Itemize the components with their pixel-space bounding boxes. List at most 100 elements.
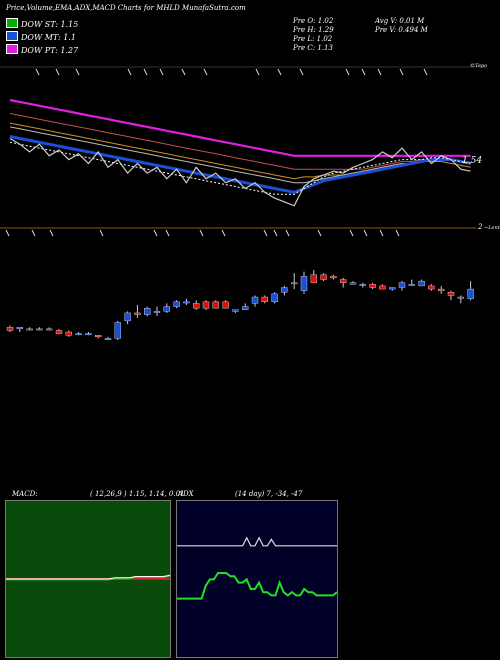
candle-body — [104, 338, 112, 340]
candle-body — [349, 282, 357, 285]
candle-body — [251, 296, 259, 304]
candle-body — [359, 284, 366, 286]
adx-plot — [177, 536, 337, 600]
candle-body — [6, 327, 14, 331]
candle-body — [75, 333, 82, 336]
ema-line-1 — [9, 113, 471, 170]
candle-body — [232, 309, 239, 312]
adx-line — [177, 536, 337, 547]
tick-mark — [399, 68, 404, 76]
tick-mark — [285, 229, 290, 237]
legend-dow-mt: DOW MT: 1.1 — [6, 31, 76, 42]
candle-body — [291, 282, 298, 285]
candle-body — [36, 328, 43, 331]
chart-title: Price,Volume,EMA,ADX,MACD Charts for MHL… — [6, 4, 246, 12]
candle-body — [85, 333, 92, 336]
candle-body — [447, 292, 455, 296]
tick-mark — [35, 68, 40, 76]
ema-line-6 — [9, 137, 471, 207]
candle-body — [408, 284, 415, 286]
candle-body — [163, 306, 171, 312]
ema-line-3 — [9, 126, 471, 184]
macd-plot — [6, 574, 170, 581]
ema-line-0 — [9, 98, 471, 157]
tick-mark — [153, 229, 158, 237]
macd-panel — [5, 500, 171, 658]
tick-marks-mid — [5, 229, 400, 237]
adx-panel — [176, 500, 338, 658]
tick-mark — [299, 68, 304, 76]
candle-body — [330, 276, 337, 279]
volume-candles — [6, 270, 474, 340]
tick-mark — [49, 229, 54, 237]
candle-body — [281, 287, 288, 293]
tick-mark — [423, 68, 428, 76]
info-high: Pre H: 1.29 — [293, 26, 334, 34]
info-avg-volume: Avg V: 0.01 M — [375, 17, 425, 25]
candle-body — [379, 285, 386, 290]
tick-mark — [395, 229, 400, 237]
legend-dow-st: DOW ST: 1.15 — [6, 18, 79, 29]
legend-swatch-pt — [6, 44, 18, 54]
lower-tag: ~Lenta — [484, 225, 500, 231]
info-pre-volume: Pre V: 0.494 M — [375, 26, 428, 34]
candle-body — [418, 280, 425, 287]
tick-mark — [199, 229, 204, 237]
tick-mark — [181, 68, 186, 76]
candle-body — [310, 274, 317, 283]
macd-signal-line — [6, 576, 170, 581]
candle-body — [183, 301, 190, 304]
candle-body — [202, 301, 210, 309]
candle-body — [222, 301, 229, 309]
ema-lines — [9, 98, 471, 207]
macd-label: MACD: — [12, 490, 38, 498]
tick-mark — [5, 229, 10, 237]
candle-body — [369, 284, 376, 288]
candle-body — [438, 288, 445, 291]
tick-mark — [345, 68, 350, 76]
adx-label: ADX — [178, 490, 194, 498]
candle-body — [428, 285, 435, 290]
info-open: Pre O: 1.02 — [293, 17, 334, 25]
tick-mark — [55, 68, 60, 76]
candle-body — [153, 311, 161, 313]
candle-body — [340, 279, 347, 283]
tick-mark — [165, 229, 170, 237]
candle-body — [143, 307, 151, 315]
candle-body — [457, 296, 464, 299]
candle-body — [65, 331, 73, 336]
candle-body — [320, 274, 327, 280]
tick-mark — [377, 68, 382, 76]
volume-tag: 2 — [478, 223, 483, 231]
legend-dow-pt: DOW PT: 1.27 — [6, 44, 79, 55]
legend-label-st: DOW ST: 1.15 — [21, 20, 79, 29]
tick-marks-top — [35, 68, 428, 76]
candle-body — [467, 288, 474, 299]
info-close: Pre C: 1.13 — [293, 44, 333, 52]
price-chart — [0, 66, 486, 340]
legend-swatch-mt — [6, 31, 18, 41]
candle-body — [173, 301, 180, 307]
tick-mark — [31, 229, 36, 237]
legend-label-pt: DOW PT: 1.27 — [21, 46, 79, 55]
candle-body — [134, 312, 141, 315]
tick-mark — [273, 229, 278, 237]
tick-mark — [317, 229, 322, 237]
tick-mark — [75, 68, 80, 76]
tick-mark — [255, 68, 260, 76]
candle-body — [94, 335, 102, 338]
tick-mark — [203, 68, 208, 76]
candle-body — [46, 328, 53, 331]
top-tag: ©Tepo — [470, 63, 488, 69]
tick-mark — [379, 229, 384, 237]
tick-mark — [221, 229, 226, 237]
candle-body — [300, 276, 308, 291]
adx-params: (14 day) 7, -34, -47 — [235, 490, 303, 498]
candle-body — [398, 282, 406, 288]
legend-label-mt: DOW MT: 1.1 — [21, 33, 76, 42]
candle-body — [261, 296, 268, 303]
candle-body — [55, 330, 63, 334]
candle-body — [212, 301, 220, 309]
tick-mark — [349, 229, 354, 237]
tick-mark — [363, 229, 368, 237]
